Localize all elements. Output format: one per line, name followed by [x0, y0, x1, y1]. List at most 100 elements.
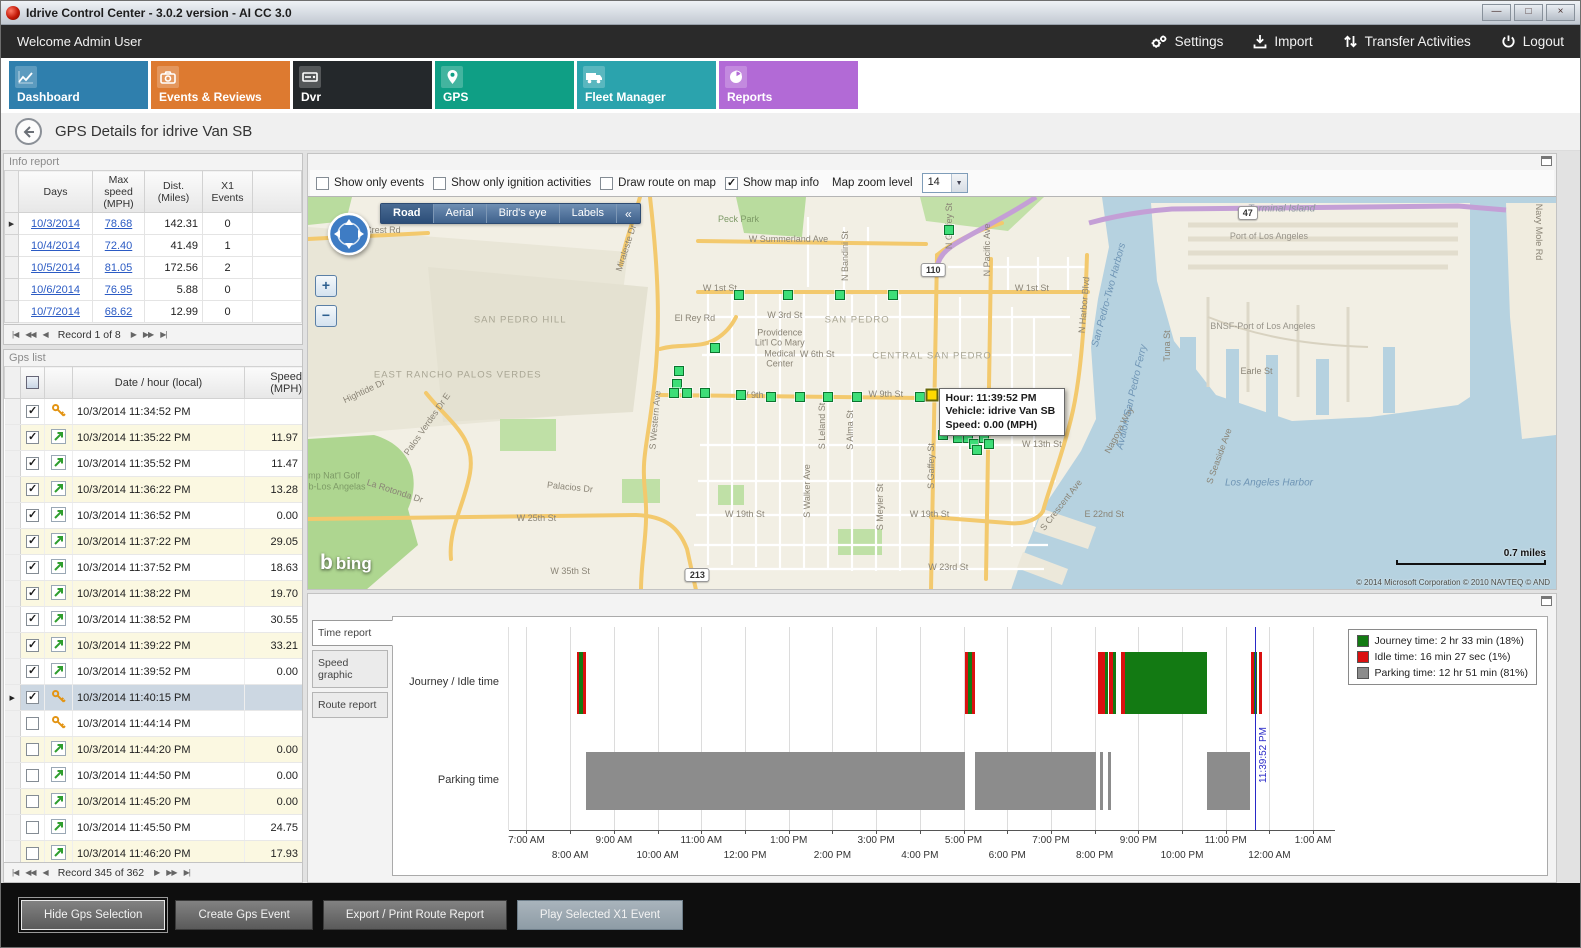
info-report-row[interactable]: 10/7/2014 68.62 12.99 0: [4, 300, 302, 323]
gps-list-row[interactable]: 10/3/2014 11:39:52 PM0.00: [4, 658, 302, 685]
column-days[interactable]: Days: [18, 170, 93, 213]
map-view-tab-aerial[interactable]: Aerial: [434, 204, 487, 223]
row-checkbox[interactable]: [26, 508, 39, 522]
route-marker[interactable]: [823, 392, 834, 403]
back-button[interactable]: [15, 118, 42, 145]
zoom-out-button[interactable]: −: [315, 305, 337, 327]
row-checkbox[interactable]: [26, 638, 39, 652]
row-checkbox[interactable]: [26, 534, 39, 548]
transfer-activities-button[interactable]: Transfer Activities: [1343, 34, 1471, 49]
gps-list-row[interactable]: 10/3/2014 11:44:50 PM 0.00: [4, 762, 302, 789]
gps-list-row[interactable]: 10/3/2014 11:36:52 PM0.00: [4, 502, 302, 529]
logout-button[interactable]: Logout: [1501, 34, 1564, 49]
route-marker[interactable]: [668, 387, 679, 398]
select-all-icon[interactable]: [26, 376, 39, 389]
show-map-info-checkbox[interactable]: [724, 176, 738, 190]
nav-tab-dashboard[interactable]: Dashboard: [9, 61, 148, 109]
settings-button[interactable]: Settings: [1150, 34, 1223, 50]
selected-route-marker[interactable]: [925, 388, 939, 402]
report-tab-speed-graphic[interactable]: Speed graphic: [312, 650, 388, 688]
route-marker[interactable]: [888, 289, 899, 300]
nav-tab-gps[interactable]: GPS: [435, 61, 574, 109]
option-show-map-info[interactable]: Show map info: [724, 176, 819, 190]
gps-list-row[interactable]: 10/3/2014 11:34:52 PM: [4, 398, 302, 425]
first-record-button[interactable]: |◀: [12, 330, 19, 339]
day-link[interactable]: 10/6/2014: [31, 283, 80, 296]
row-checkbox[interactable]: [26, 821, 39, 834]
maximize-map-panel-button[interactable]: [1541, 156, 1552, 166]
info-report-row[interactable]: ▶ 10/3/2014 78.68 142.31 0: [4, 212, 302, 235]
option-show-only-ignition-activities[interactable]: Show only ignition activities: [433, 176, 591, 190]
close-button[interactable]: ×: [1546, 4, 1575, 21]
route-marker[interactable]: [944, 224, 955, 235]
row-checkbox[interactable]: [26, 769, 39, 782]
route-marker[interactable]: [673, 365, 684, 376]
day-link[interactable]: 10/4/2014: [31, 239, 80, 252]
last-record-button[interactable]: ▶|: [160, 330, 167, 339]
row-checkbox[interactable]: [26, 404, 39, 418]
info-report-row[interactable]: 10/4/2014 72.40 41.49 1: [4, 234, 302, 257]
route-marker[interactable]: [682, 387, 693, 398]
row-checkbox[interactable]: [26, 690, 39, 704]
nav-tab-dvr[interactable]: Dvr: [293, 61, 432, 109]
route-marker[interactable]: [783, 289, 794, 300]
route-marker[interactable]: [984, 439, 995, 450]
import-button[interactable]: Import: [1253, 34, 1313, 49]
route-marker[interactable]: [733, 289, 744, 300]
column-dist[interactable]: Dist. (Miles): [144, 170, 203, 213]
map-zoom-level-select[interactable]: 14 ▼: [921, 173, 968, 193]
show-only-events-checkbox[interactable]: [316, 176, 329, 190]
gps-list-row[interactable]: 10/3/2014 11:44:20 PM 0.00: [4, 736, 302, 763]
bing-logo[interactable]: b bing: [320, 551, 372, 574]
row-checkbox[interactable]: [26, 560, 39, 574]
map-view-tab-road[interactable]: Road: [381, 204, 434, 223]
route-marker[interactable]: [699, 388, 710, 399]
hide-gps-selection-button[interactable]: Hide Gps Selection: [17, 897, 169, 933]
day-link[interactable]: 10/3/2014: [31, 217, 80, 230]
column-x1-events[interactable]: X1 Events: [202, 170, 253, 213]
map-canvas[interactable]: Road Aerial Bird's eye Labels « + − Peck Par…: [308, 196, 1556, 589]
prev-record-button[interactable]: ◀: [42, 330, 49, 339]
info-report-row[interactable]: 10/5/2014 81.05 172.56 2: [4, 256, 302, 279]
minimize-button[interactable]: —: [1482, 4, 1511, 21]
row-checkbox[interactable]: [26, 612, 39, 626]
row-checkbox[interactable]: [26, 795, 39, 808]
route-marker[interactable]: [914, 391, 925, 402]
last-record-button[interactable]: ▶|: [183, 868, 191, 877]
max-speed-link[interactable]: 72.40: [104, 239, 133, 252]
route-marker[interactable]: [736, 390, 747, 401]
gps-list-row[interactable]: 10/3/2014 11:45:50 PM 24.75: [4, 814, 302, 841]
draw-route-on-map-checkbox[interactable]: [600, 176, 614, 190]
map-view-tab-birdseye[interactable]: Bird's eye: [487, 204, 560, 223]
nav-tab-fleet-manager[interactable]: Fleet Manager: [577, 61, 716, 109]
map-view-tab-labels[interactable]: Labels: [560, 204, 617, 223]
route-marker[interactable]: [794, 392, 805, 403]
compass-control[interactable]: [326, 211, 372, 262]
prev-record-button[interactable]: ◀: [42, 868, 49, 877]
info-report-row[interactable]: 10/6/2014 76.95 5.88 0: [4, 278, 302, 301]
route-marker[interactable]: [852, 391, 863, 402]
first-record-button[interactable]: |◀: [12, 868, 19, 877]
create-gps-event-button[interactable]: Create Gps Event: [175, 900, 313, 930]
route-marker[interactable]: [709, 342, 720, 353]
next-page-button[interactable]: ▶▶: [142, 330, 154, 339]
report-tab-time-report[interactable]: Time report: [312, 620, 393, 646]
next-record-button[interactable]: ▶: [130, 330, 137, 339]
maximize-button[interactable]: □: [1514, 4, 1543, 21]
row-checkbox[interactable]: [26, 847, 39, 860]
row-checkbox[interactable]: [26, 717, 39, 730]
column-datetime[interactable]: Date / hour (local): [72, 366, 245, 399]
row-checkbox[interactable]: [26, 743, 39, 756]
day-link[interactable]: 10/7/2014: [31, 305, 80, 318]
export-print-route-report-button[interactable]: Export / Print Route Report: [322, 900, 507, 930]
next-page-button[interactable]: ▶▶: [166, 868, 177, 877]
show-only-ignition-activities-checkbox[interactable]: [433, 176, 447, 190]
column-max-speed[interactable]: Max speed (MPH): [92, 170, 145, 213]
